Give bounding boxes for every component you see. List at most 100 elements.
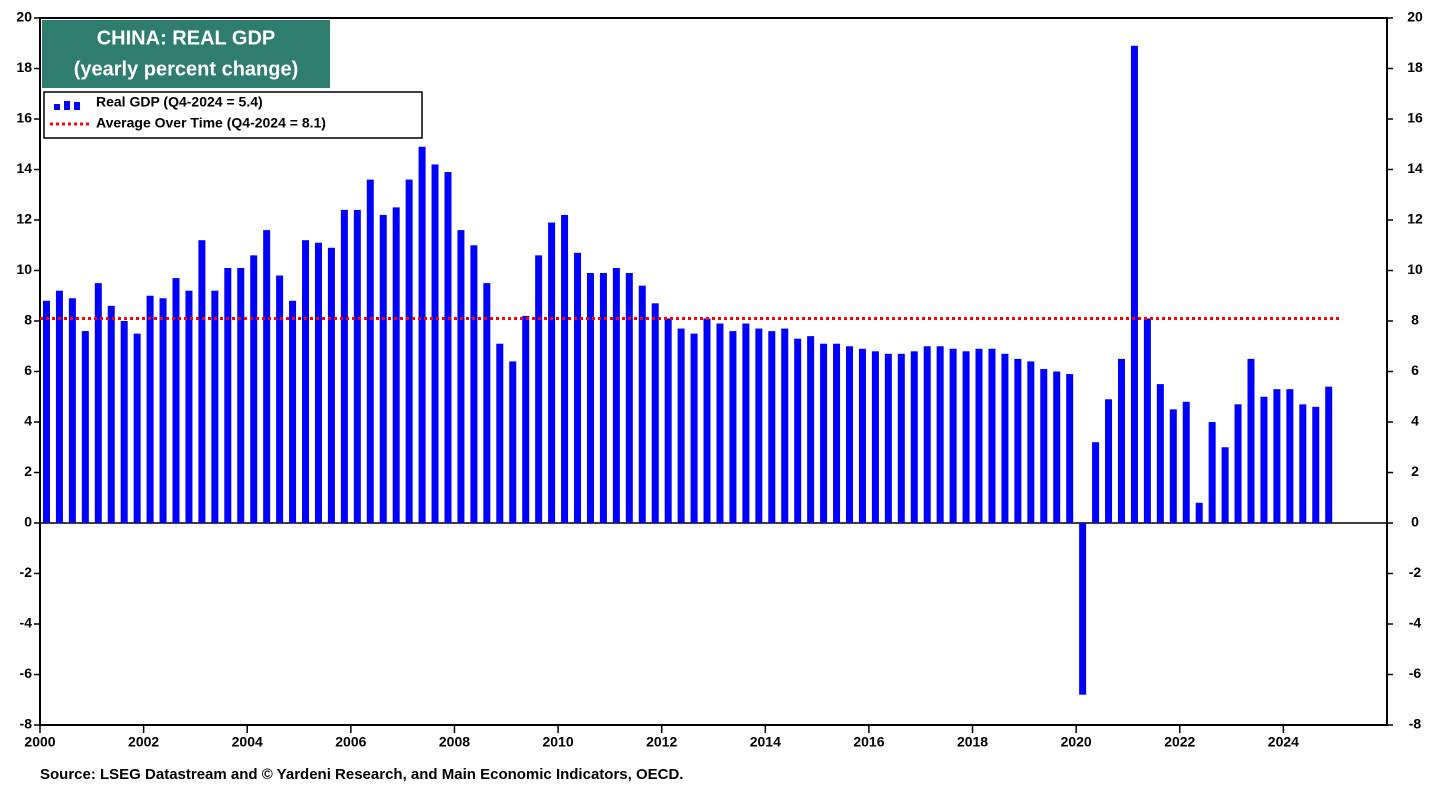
- legend-box: [43, 91, 423, 139]
- bar: [314, 242, 322, 523]
- bar: [509, 361, 517, 523]
- bar: [444, 172, 452, 523]
- bar: [936, 346, 944, 523]
- bar: [677, 328, 685, 523]
- bar: [1001, 353, 1009, 523]
- bar: [858, 348, 866, 523]
- bar: [133, 333, 141, 523]
- bar: [94, 283, 102, 523]
- bar: [1014, 358, 1022, 523]
- x-tick-label: 2024: [1268, 734, 1299, 750]
- x-tick-label: 2020: [1061, 734, 1092, 750]
- bar: [366, 179, 374, 523]
- bar: [742, 323, 750, 523]
- x-tick-label: 2004: [232, 734, 263, 750]
- chart-subtitle: (yearly percent change): [74, 58, 299, 80]
- bar: [392, 207, 400, 523]
- title-box: [42, 20, 330, 88]
- x-tick-label: 2010: [542, 734, 573, 750]
- y2-tick-label: 6: [1411, 362, 1419, 378]
- bar: [470, 245, 478, 523]
- bar: [418, 146, 426, 523]
- legend-swatch: [64, 101, 70, 110]
- x-tick-label: 2018: [957, 734, 988, 750]
- y2-tick-label: -4: [1409, 615, 1422, 631]
- bar: [483, 283, 491, 523]
- bar: [1325, 386, 1333, 523]
- y-tick-label: 4: [24, 413, 32, 429]
- bar: [522, 315, 530, 523]
- bar: [651, 303, 659, 523]
- bar: [1273, 389, 1281, 523]
- y-tick-label: 0: [24, 514, 32, 530]
- bar: [561, 214, 569, 523]
- bar: [716, 323, 724, 523]
- bar: [146, 295, 154, 523]
- bar: [833, 343, 841, 523]
- bar: [81, 331, 89, 523]
- bar: [68, 298, 76, 523]
- y2-tick-label: -2: [1409, 564, 1422, 580]
- bar: [185, 290, 193, 523]
- bar: [586, 273, 594, 523]
- legend-swatch: [74, 102, 80, 110]
- y2-tick-label: 8: [1411, 312, 1419, 328]
- bar: [910, 351, 918, 523]
- bar: [457, 230, 465, 523]
- bar: [107, 305, 115, 523]
- y-tick-label: 8: [24, 312, 32, 328]
- y2-tick-label: 18: [1407, 59, 1423, 75]
- bar: [703, 318, 711, 523]
- y-tick-label: -6: [20, 665, 33, 681]
- bar: [379, 214, 387, 523]
- bar: [302, 240, 310, 523]
- bar: [729, 331, 737, 523]
- bar: [1053, 371, 1061, 523]
- y2-tick-label: 2: [1411, 463, 1419, 479]
- bar: [923, 346, 931, 523]
- bar: [327, 247, 335, 523]
- bar: [42, 300, 50, 523]
- bar: [1182, 401, 1190, 523]
- bar: [794, 338, 802, 523]
- bar: [1299, 404, 1307, 523]
- bar: [1027, 361, 1035, 523]
- bar: [897, 353, 905, 523]
- y2-tick-label: 16: [1407, 110, 1423, 126]
- y-tick-label: 16: [16, 110, 32, 126]
- y2-tick-label: 12: [1407, 211, 1423, 227]
- bar: [871, 351, 879, 523]
- y2-tick-label: 14: [1407, 160, 1423, 176]
- x-tick-label: 2002: [128, 734, 159, 750]
- bar: [1286, 389, 1294, 523]
- y2-tick-label: 0: [1411, 514, 1419, 530]
- x-tick-label: 2016: [853, 734, 884, 750]
- bar: [1247, 358, 1255, 523]
- bar: [276, 275, 284, 523]
- bar: [1234, 404, 1242, 523]
- bar: [224, 267, 232, 523]
- y-tick-label: 20: [16, 9, 32, 25]
- bar: [405, 179, 413, 523]
- bar: [548, 222, 556, 523]
- y-tick-label: 2: [24, 463, 32, 479]
- bar: [962, 351, 970, 523]
- y-tick-label: -8: [20, 716, 33, 732]
- bar: [340, 209, 348, 523]
- y-tick-label: 18: [16, 59, 32, 75]
- bar: [198, 240, 206, 523]
- bar: [1130, 45, 1138, 524]
- x-tick-label: 2006: [335, 734, 366, 750]
- bar: [1079, 523, 1087, 695]
- bar: [1117, 358, 1125, 523]
- y-tick-label: -4: [20, 615, 33, 631]
- bar: [1260, 396, 1268, 523]
- bar: [535, 255, 543, 523]
- bar: [237, 267, 245, 523]
- bar: [638, 285, 646, 523]
- bar: [820, 343, 828, 523]
- bar: [574, 252, 582, 523]
- bar: [625, 273, 633, 523]
- bar: [496, 343, 504, 523]
